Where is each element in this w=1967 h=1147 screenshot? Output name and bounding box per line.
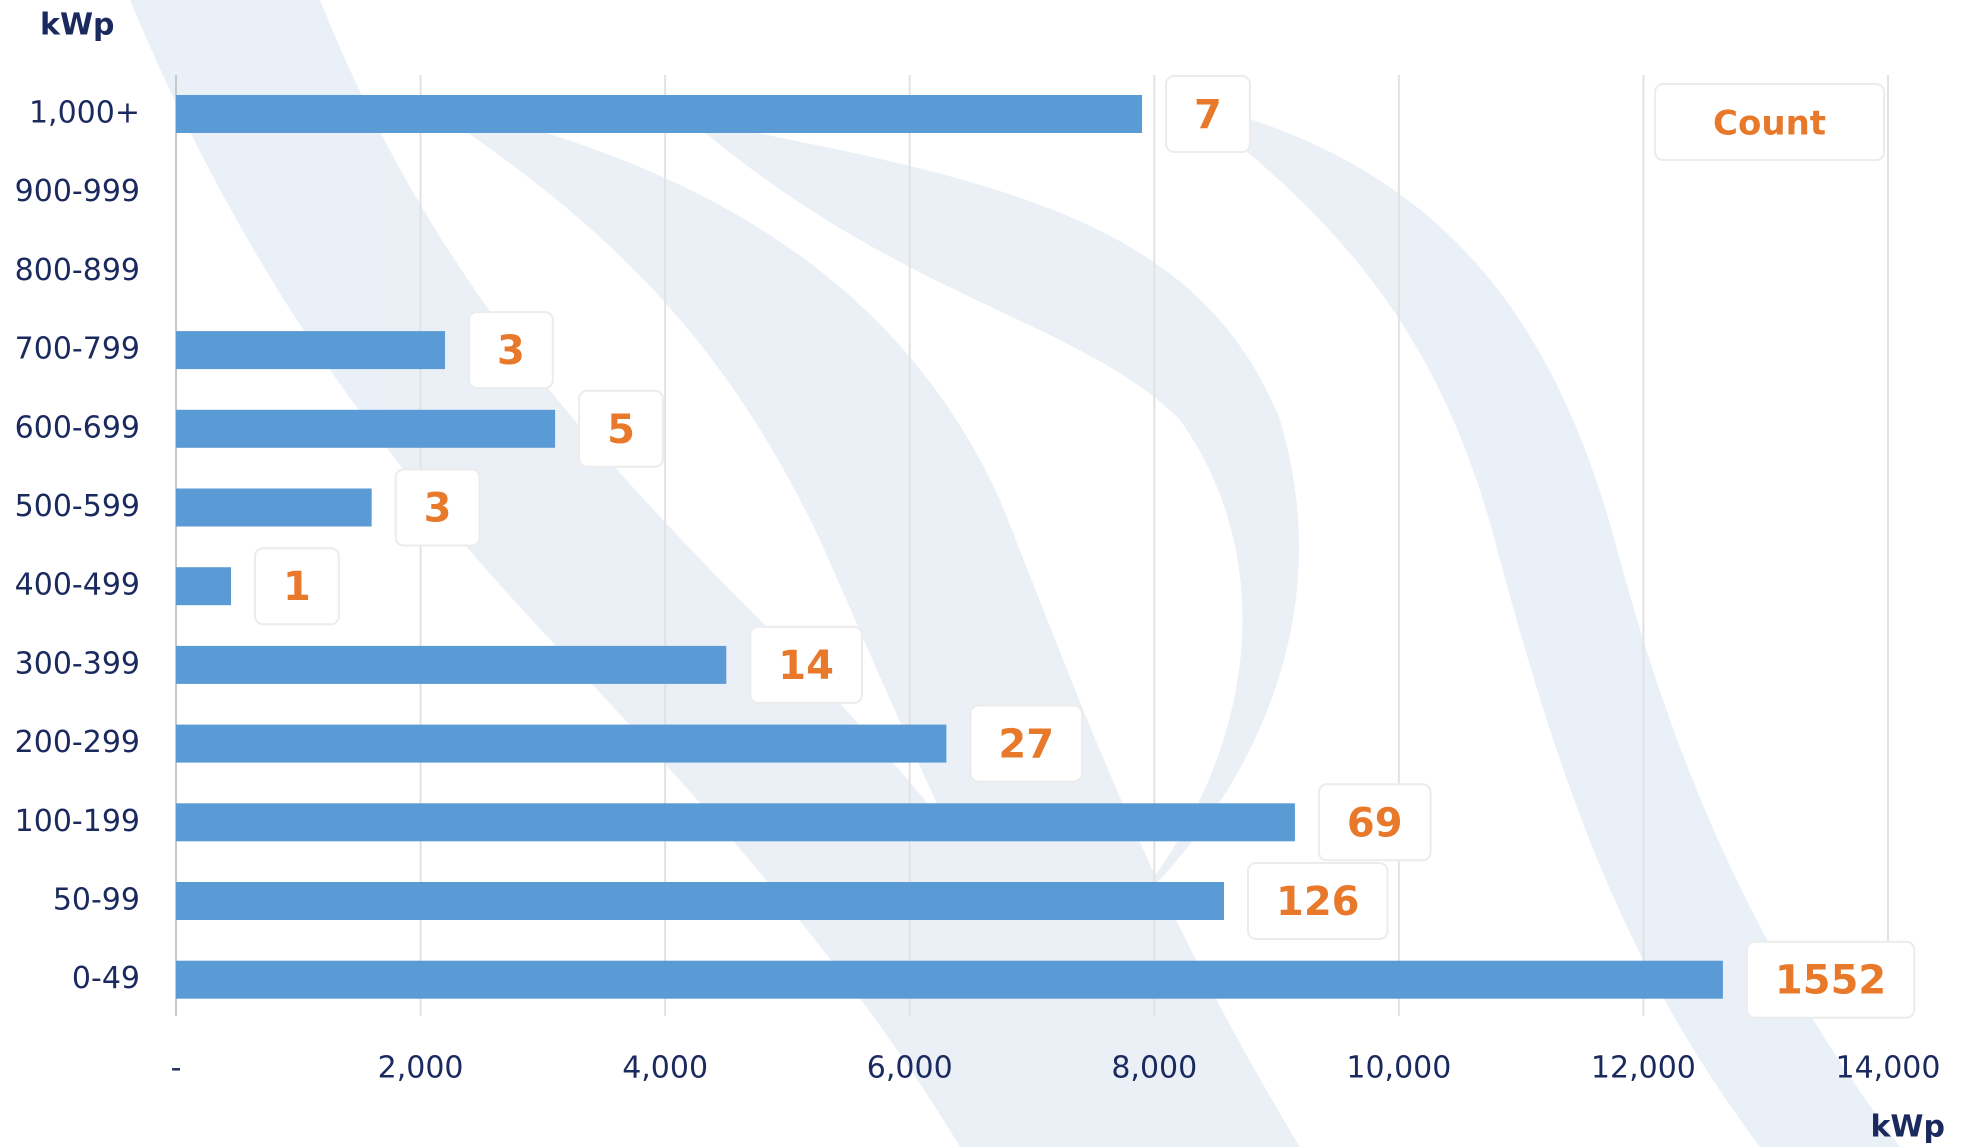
count-label-box: [254, 547, 340, 626]
y-tick-label: 500-599: [15, 489, 140, 524]
count-label: 126: [1276, 879, 1360, 925]
x-tick-label: 12,000: [1591, 1051, 1696, 1086]
y-tick-label: 0-49: [72, 961, 140, 996]
y-tick-label: 300-399: [15, 646, 140, 681]
y-tick-label: 800-899: [15, 253, 140, 288]
count-label: 1: [283, 564, 311, 610]
count-label: 7: [1194, 92, 1222, 138]
count-label-box: [1165, 75, 1251, 153]
y-axis-label: kWp: [40, 8, 115, 43]
count-label-box: [394, 468, 481, 547]
x-tick-label: 14,000: [1836, 1051, 1941, 1086]
x-tick-label: 10,000: [1346, 1051, 1451, 1086]
bar: [176, 567, 232, 606]
bar: [176, 724, 947, 763]
count-label-box: [1246, 862, 1389, 940]
y-tick-label: 900-999: [15, 174, 140, 209]
count-label: 69: [1347, 800, 1403, 846]
legend-box: [1654, 83, 1885, 161]
bar: [176, 409, 556, 448]
count-label: 1552: [1775, 958, 1886, 1004]
bar: [176, 95, 1143, 133]
legend-entry: Count: [1713, 104, 1826, 144]
count-label: 3: [424, 486, 452, 532]
y-tick-label: 700-799: [15, 332, 140, 367]
x-axis-label: kWp: [1870, 1110, 1945, 1145]
x-tick-label: 4,000: [622, 1051, 708, 1086]
count-label: 5: [607, 407, 635, 453]
count-label-box: [1745, 940, 1916, 1019]
y-tick-label: 400-499: [15, 568, 140, 603]
count-label: 3: [497, 328, 525, 374]
y-tick-label: 600-699: [15, 410, 140, 445]
count-label-box: [468, 311, 554, 390]
bar: [176, 645, 727, 684]
bar: [176, 331, 446, 370]
bar: [176, 960, 1723, 999]
count-label-box: [749, 625, 863, 704]
count-label-box: [969, 704, 1084, 783]
x-tick-label: -: [171, 1051, 182, 1086]
bar: [176, 882, 1224, 920]
x-tick-label: 8,000: [1111, 1051, 1197, 1086]
y-tick-label: 50-99: [53, 883, 140, 918]
bar: [176, 803, 1295, 842]
y-tick-label: 100-199: [15, 804, 140, 839]
count-label-box: [578, 389, 664, 468]
y-tick-label: 1,000+: [29, 96, 140, 131]
count-label: 14: [778, 643, 834, 689]
bar: [176, 488, 372, 527]
count-label-box: [1317, 783, 1432, 862]
y-tick-label: 200-299: [15, 725, 140, 760]
x-tick-label: 2,000: [378, 1051, 464, 1086]
x-tick-label: 6,000: [867, 1051, 953, 1086]
count-label: 27: [998, 722, 1054, 768]
